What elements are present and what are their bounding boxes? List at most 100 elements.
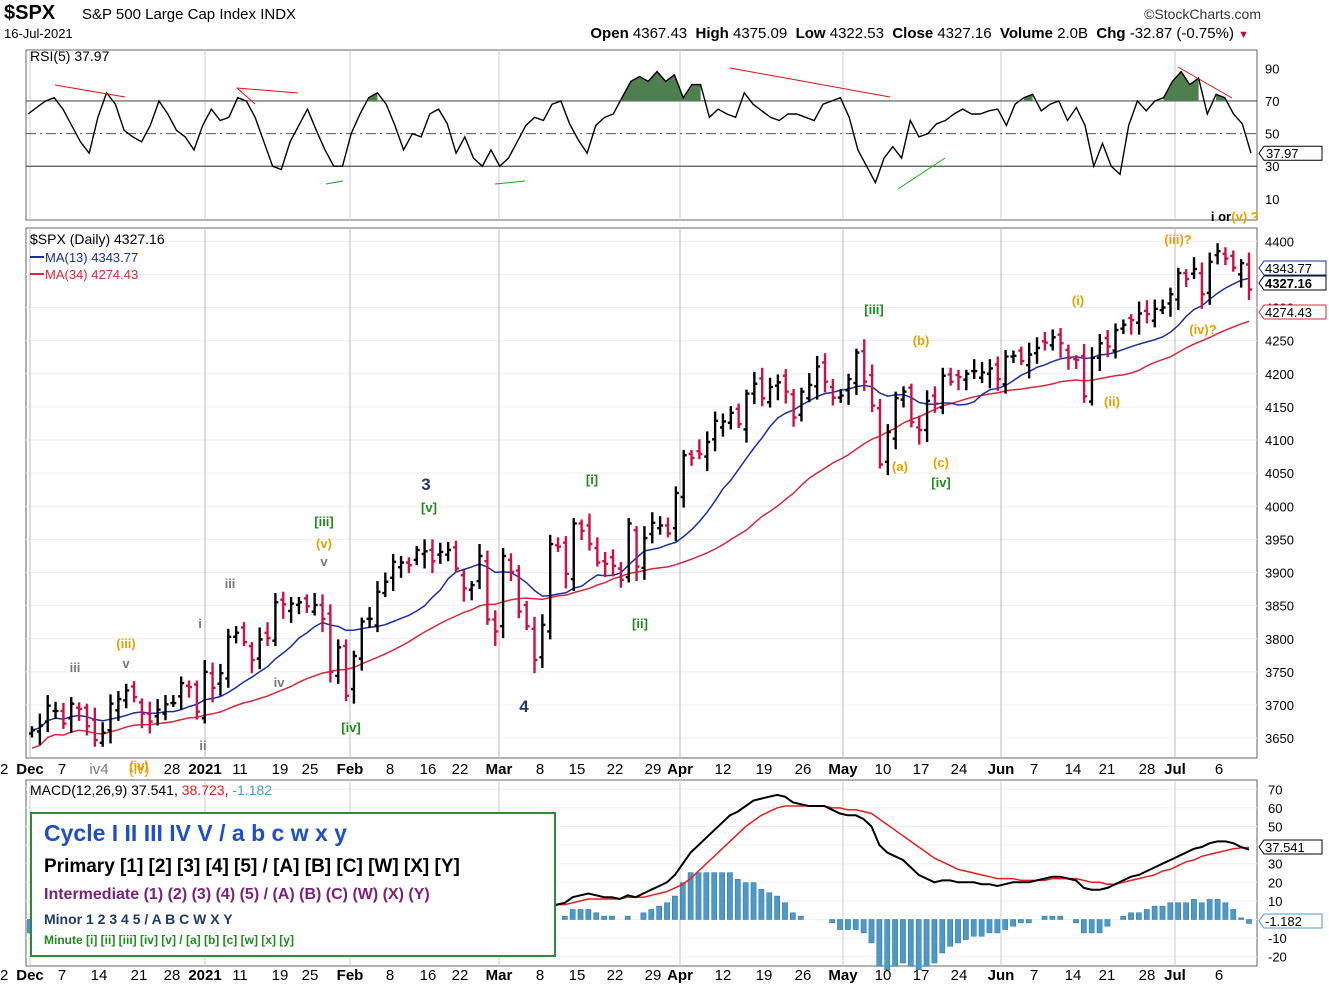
macd-hist-bar bbox=[1246, 919, 1252, 924]
price-bar bbox=[617, 561, 624, 588]
macd-hist-bar bbox=[711, 872, 718, 920]
price-bar bbox=[672, 486, 679, 542]
price-bar bbox=[633, 526, 640, 582]
x-tick-label-top: 19 bbox=[272, 761, 289, 778]
macd-hist-bar bbox=[1120, 915, 1127, 920]
price-bar bbox=[217, 663, 224, 696]
macd-level-label: -10 bbox=[1268, 931, 1287, 946]
x-tick-label-bottom: 7 bbox=[1030, 967, 1038, 984]
rsi-level-label: 90 bbox=[1265, 61, 1279, 76]
x-tick-label-top: 11 bbox=[232, 761, 248, 778]
macd-hist-bar bbox=[947, 919, 953, 947]
wave-annotation: [i] bbox=[586, 472, 598, 487]
wave-annotation: 4 bbox=[519, 697, 529, 716]
x-tick-label-bottom: 7 bbox=[58, 967, 66, 984]
x-tick-label-bottom: 12 bbox=[715, 967, 732, 984]
low-label: Low bbox=[795, 25, 826, 42]
macd-hist-bar bbox=[1191, 899, 1197, 920]
price-bar bbox=[225, 628, 232, 688]
x-tick-label-bottom: 22 bbox=[452, 967, 469, 984]
price-bar bbox=[162, 695, 169, 721]
macd-hist-bar bbox=[1198, 902, 1205, 920]
price-bar bbox=[233, 626, 240, 644]
ma13-value-box-text: 4343.77 bbox=[1265, 261, 1312, 276]
price-bar bbox=[1065, 344, 1072, 370]
price-bar bbox=[91, 707, 98, 747]
wave-annotation: (iii) bbox=[116, 636, 136, 651]
macd-legend-label: MACD(12,26,9) 37.541, bbox=[30, 782, 182, 798]
macd-hist-bar bbox=[876, 919, 883, 967]
legend-cycle: Cycle I II III IV V / a b c w x y bbox=[44, 820, 347, 846]
price-bar bbox=[1191, 257, 1198, 280]
price-bar bbox=[727, 406, 734, 430]
rsi-divergence-line bbox=[494, 180, 526, 185]
x-tick-label-top: 22 bbox=[607, 761, 624, 778]
price-bar bbox=[1246, 252, 1252, 301]
macd-hist-bar bbox=[719, 872, 725, 920]
macd-hist-bar bbox=[790, 912, 796, 920]
price-bar bbox=[1159, 299, 1166, 315]
ma34-value-box-text: 4274.43 bbox=[1265, 305, 1312, 320]
macd-hist-bar bbox=[687, 872, 694, 920]
price-tick-label: 4000 bbox=[1265, 499, 1294, 514]
close-value-box-frame bbox=[1258, 275, 1327, 291]
macd-value-box-text: 37.541 bbox=[1265, 840, 1305, 855]
price-bar bbox=[735, 403, 742, 429]
macd-hist-bar bbox=[593, 912, 600, 920]
price-bar bbox=[1026, 342, 1033, 379]
price-bar bbox=[515, 565, 522, 619]
macd-hist-bar bbox=[1018, 919, 1024, 924]
ohlc-bar: Open 4367.43 High 4375.09 Low 4322.53 Cl… bbox=[590, 25, 1249, 42]
macd-hist-bar bbox=[727, 872, 733, 920]
x-tick-label-bottom: 10 bbox=[875, 967, 892, 984]
wave-annotation: 3 bbox=[421, 475, 430, 494]
price-bar bbox=[256, 627, 263, 670]
wave-annotation: (a) bbox=[892, 459, 908, 474]
price-bar bbox=[366, 606, 373, 629]
x-tick-label-bottom: Apr bbox=[667, 967, 693, 984]
close-value-box-text: 4327.16 bbox=[1265, 276, 1312, 291]
wave-annotation: iv bbox=[274, 675, 286, 690]
price-bar bbox=[138, 698, 145, 729]
x-tick-label-bottom: Jul bbox=[1164, 967, 1186, 984]
macd-hist-bar bbox=[648, 909, 655, 920]
price-bar bbox=[916, 415, 923, 445]
macd-hist-bar bbox=[1183, 902, 1189, 920]
price-bar bbox=[319, 594, 326, 633]
wave-annotation: i or bbox=[1211, 209, 1231, 224]
price-bar bbox=[83, 703, 90, 736]
price-bar bbox=[719, 413, 726, 437]
macd-hist-bar bbox=[742, 882, 749, 920]
x-tick-label-bottom: 17 bbox=[913, 967, 930, 984]
price-bar bbox=[814, 355, 821, 400]
price-bar bbox=[1238, 259, 1245, 288]
macd-legend: MACD(12,26,9) 37.541, 38.723, -1.182 bbox=[30, 782, 272, 798]
macd-hist-bar bbox=[1128, 912, 1134, 920]
macd-hist-bar bbox=[1073, 919, 1079, 924]
macd-hist-bar bbox=[640, 912, 647, 920]
price-bar bbox=[429, 539, 436, 574]
price-bar bbox=[421, 539, 428, 569]
price-tick-label: 3850 bbox=[1265, 599, 1294, 614]
x-tick-label-top: 10 bbox=[875, 761, 892, 778]
price-bar bbox=[767, 377, 774, 408]
price-bar bbox=[908, 383, 915, 428]
macd-hist-bar bbox=[679, 882, 686, 920]
price-bar bbox=[154, 699, 161, 726]
macd-hist-bar bbox=[797, 915, 804, 920]
price-bar bbox=[193, 680, 200, 720]
x-tick-label-bottom: May bbox=[828, 967, 858, 984]
price-bar bbox=[1120, 319, 1127, 334]
x-tick-label-top: 2021 bbox=[188, 761, 221, 778]
x-tick-label-bottom: 11 bbox=[232, 967, 248, 984]
brand-logo[interactable]: ©StockCharts.com bbox=[1144, 6, 1261, 22]
close-value-box: 4327.16 bbox=[1258, 275, 1327, 291]
high-value: 4375.09 bbox=[732, 25, 788, 42]
price-bar bbox=[44, 695, 51, 733]
x-tick-label-bottom: 19 bbox=[272, 967, 289, 984]
price-bar bbox=[460, 569, 467, 602]
price-bar bbox=[1112, 323, 1119, 359]
macd-level-label: 60 bbox=[1268, 801, 1282, 816]
wave-annotation: [v] bbox=[421, 500, 437, 515]
